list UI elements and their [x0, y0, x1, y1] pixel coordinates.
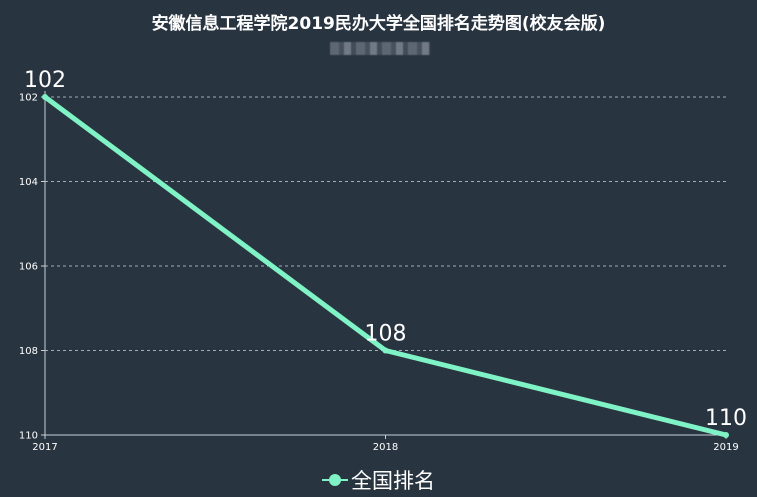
data-label: 102: [24, 68, 66, 93]
chart-title: 安徽信息工程学院2019民办大学全国排名走势图(校友会版): [151, 14, 606, 34]
data-point[interactable]: [42, 94, 48, 100]
y-axis-ticks: 102 104 106 108 110: [19, 93, 45, 442]
y-tick-label: 102: [19, 93, 38, 104]
data-point[interactable]: [382, 347, 389, 354]
x-tick-label: 2019: [713, 442, 738, 453]
data-label: 108: [365, 322, 407, 347]
y-tick-label: 110: [19, 431, 38, 442]
data-labels: 102 108 110: [24, 68, 747, 431]
x-tick-label: 2017: [32, 442, 57, 453]
y-tick-label: 106: [19, 262, 38, 273]
data-point[interactable]: [723, 432, 729, 438]
y-tick-label: 108: [19, 346, 38, 357]
legend-line-marker-icon: [322, 473, 348, 487]
data-points: [42, 94, 729, 438]
x-tick-label: 2018: [373, 442, 398, 453]
grid-lines: [45, 96, 726, 351]
blurred-subtitle: [330, 42, 430, 55]
legend[interactable]: 全国排名: [0, 466, 757, 496]
y-tick-label: 104: [19, 177, 38, 188]
data-label: 110: [705, 406, 747, 431]
x-axis-ticks: 2017 2018 2019: [32, 435, 739, 453]
legend-label: 全国排名: [351, 469, 435, 493]
